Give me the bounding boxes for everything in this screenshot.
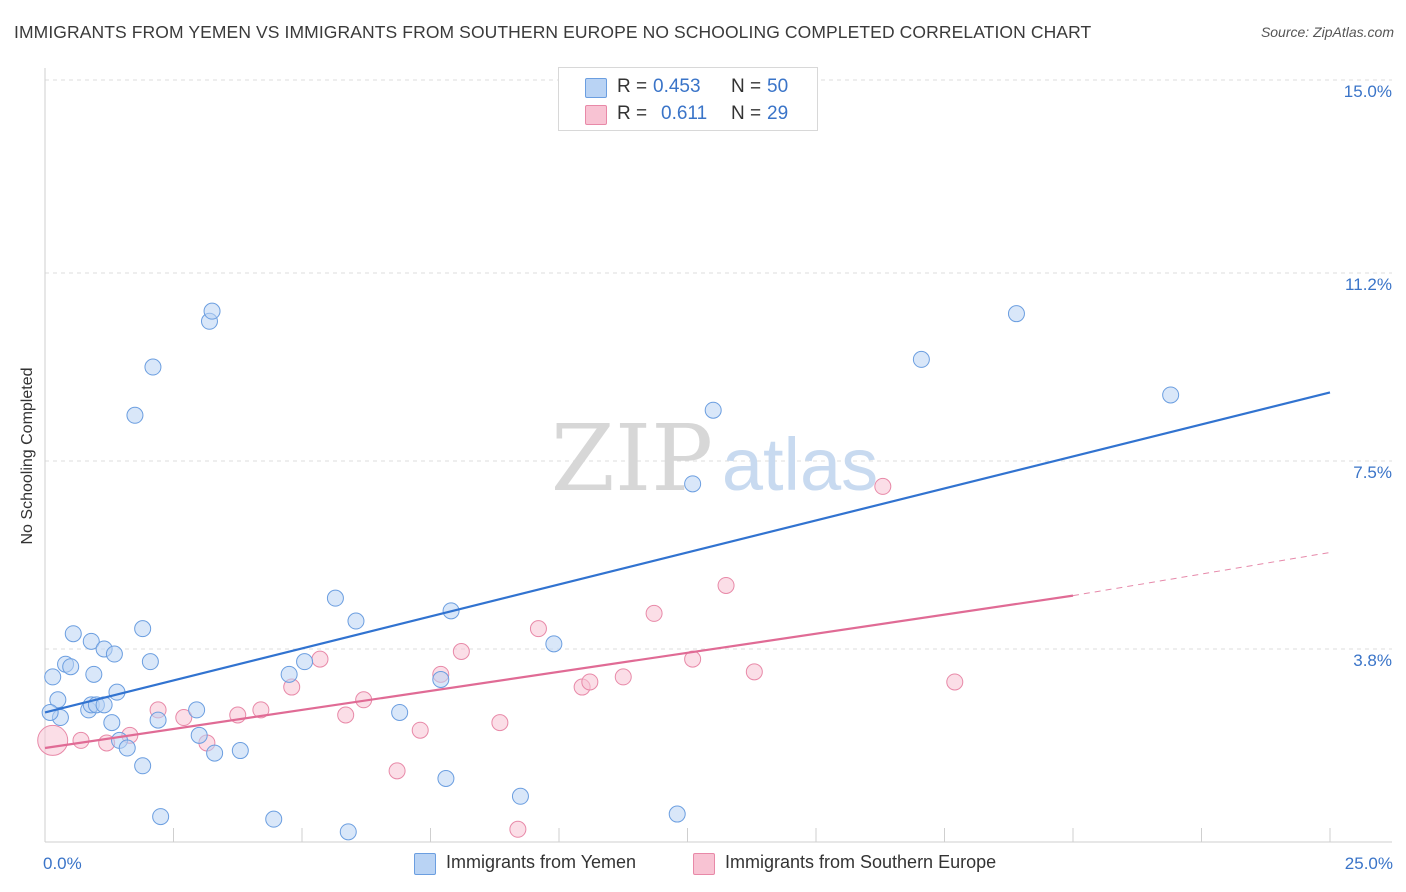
correlation-legend: R = 0.453 N = 50 R = 0.611 N = 29: [558, 67, 818, 131]
bottom-southern-europe-swatch: [693, 853, 715, 875]
legend-yemen-n-value: 50: [767, 76, 789, 97]
y-tick-label: 11.2%: [1345, 275, 1392, 294]
yemen-point: [432, 670, 450, 688]
yemen-point: [206, 744, 224, 762]
yemen-point: [280, 665, 298, 683]
southern-europe-point: [874, 477, 892, 495]
yemen-point: [296, 653, 314, 671]
southern-europe-point: [529, 620, 547, 638]
southern-europe-point: [37, 724, 69, 756]
legend-se-r-value: 0.611: [661, 103, 708, 124]
watermark-atlas: atlas: [722, 423, 878, 506]
yemen-point: [231, 742, 249, 760]
bottom-southern-europe-label: Immigrants from Southern Europe: [725, 852, 997, 872]
yemen-point: [1007, 305, 1025, 323]
legend-yemen-n-label: N =: [731, 76, 762, 97]
southern-europe-swatch: [585, 105, 607, 125]
legend-se-n-label: N =: [731, 103, 762, 124]
southern-europe-point: [388, 762, 406, 780]
chart-title: IMMIGRANTS FROM YEMEN VS IMMIGRANTS FROM…: [14, 22, 1092, 42]
yemen-point: [668, 805, 686, 823]
gridlines: [45, 79, 1392, 650]
y-tick-label: 15.0%: [1344, 82, 1392, 101]
bottom-yemen-swatch: [414, 853, 436, 875]
watermark: ZIP atlas: [551, 405, 878, 512]
yemen-point: [912, 350, 930, 368]
southern-europe-point: [411, 721, 429, 739]
yemen-swatch: [585, 78, 607, 98]
yemen-point: [265, 810, 283, 828]
trendlines: [44, 391, 1331, 750]
yemen-point: [85, 665, 103, 683]
southern-europe-point: [337, 706, 355, 724]
yemen-point: [105, 645, 123, 663]
x-tick-label: 0.0%: [43, 854, 82, 873]
yemen-point: [134, 620, 152, 638]
southern-europe-points: [37, 477, 964, 838]
southern-europe-point: [491, 714, 509, 732]
yemen-point: [152, 808, 170, 826]
yemen-point: [339, 823, 357, 841]
southern-europe-point: [946, 673, 964, 691]
yemen-point: [103, 714, 121, 732]
yemen-point: [326, 589, 344, 607]
yemen-point: [64, 625, 82, 643]
southern-europe-point: [175, 709, 193, 727]
legend-yemen-r-label: R =: [617, 76, 648, 97]
bottom-yemen-label: Immigrants from Yemen: [446, 852, 637, 872]
yemen-point: [144, 358, 162, 376]
yemen-point: [118, 739, 136, 757]
yemen-point: [49, 691, 67, 709]
yemen-point: [82, 632, 100, 650]
yemen-point: [126, 406, 144, 424]
yemen-point: [391, 703, 409, 721]
yemen-point: [1162, 386, 1180, 404]
yemen-point: [188, 701, 206, 719]
southern-europe-point: [311, 650, 329, 668]
yemen-trendline: [44, 391, 1331, 714]
yemen-point: [134, 757, 152, 775]
x-tick-label: 25.0%: [1345, 854, 1393, 873]
yemen-point: [44, 668, 62, 686]
y-tick-label: 3.8%: [1353, 651, 1392, 670]
yemen-point: [704, 401, 722, 419]
yemen-point: [545, 635, 563, 653]
yemen-point: [149, 711, 167, 729]
southern-europe-point: [745, 663, 763, 681]
axes: [44, 68, 1392, 843]
southern-europe-point: [252, 701, 270, 719]
source-label: Source: ZipAtlas.com: [1260, 24, 1394, 40]
yemen-point: [437, 770, 455, 787]
yemen-point: [190, 726, 208, 744]
yemen-point: [684, 475, 702, 493]
legend-yemen-r-value: 0.453: [653, 76, 701, 97]
southern-europe-point: [452, 643, 470, 660]
tick-labels: 3.8% 7.5% 11.2% 15.0% 0.0% 25.0%: [43, 82, 1393, 873]
legend-se-n-value: 29: [767, 103, 789, 124]
yemen-point: [347, 612, 365, 630]
southern-europe-point: [509, 820, 527, 838]
southern-europe-trendline-extension: [1072, 551, 1331, 597]
watermark-zip: ZIP: [551, 405, 713, 512]
yemen-point: [62, 658, 80, 676]
southern-europe-point: [645, 604, 663, 622]
southern-europe-point: [614, 668, 632, 686]
legend-se-r-label: R =: [617, 103, 648, 124]
southern-europe-point: [581, 673, 599, 691]
yemen-point: [203, 302, 221, 320]
yemen-point: [41, 703, 59, 721]
southern-europe-trendline: [44, 594, 1074, 750]
southern-europe-point: [72, 731, 90, 749]
yemen-point: [141, 653, 159, 671]
yemen-point: [511, 787, 529, 805]
southern-europe-point: [717, 576, 735, 594]
y-tick-label: 7.5%: [1353, 463, 1392, 482]
